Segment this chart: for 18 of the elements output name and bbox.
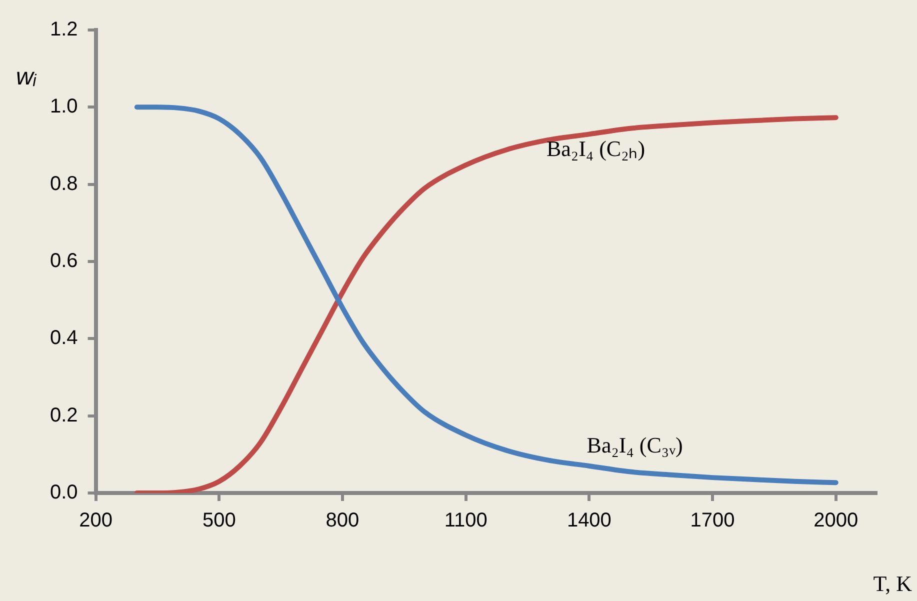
y-tick-label: 0.8 xyxy=(50,172,78,195)
x-tick-label: 2000 xyxy=(814,510,858,532)
x-tick-label: 500 xyxy=(202,510,236,532)
x-axis-title: T, K xyxy=(873,570,912,596)
y-tick-label: 1.0 xyxy=(50,96,78,118)
y-tick-label: 0.4 xyxy=(50,327,78,350)
x-tick-label: 200 xyxy=(79,510,112,532)
x-tick-label: 1100 xyxy=(444,510,488,532)
annotation: Ba₂I₄ (C₂ₕ) xyxy=(546,136,646,162)
annotation: Ba₂I₄ (C₃ᵥ) xyxy=(586,432,683,458)
y-tick-label: 0.6 xyxy=(50,250,78,272)
x-tick-label: 800 xyxy=(326,510,360,532)
y-tick-label: 0.2 xyxy=(50,404,78,426)
y-tick-label: 1.2 xyxy=(50,18,78,41)
x-tick-label: 1700 xyxy=(690,510,735,532)
x-tick-label: 1400 xyxy=(566,510,612,532)
y-axis-title: wᵢ xyxy=(16,64,38,91)
y-tick-label: 0.0 xyxy=(50,482,78,504)
